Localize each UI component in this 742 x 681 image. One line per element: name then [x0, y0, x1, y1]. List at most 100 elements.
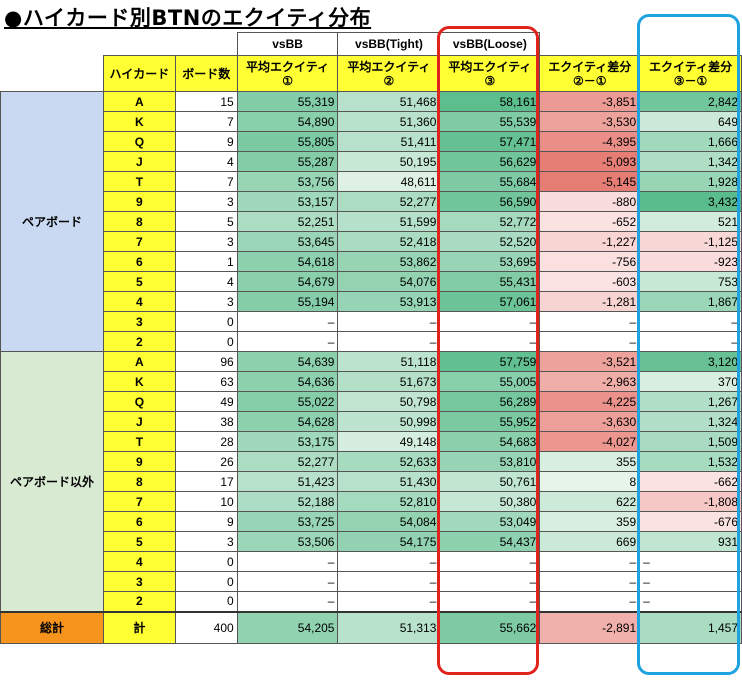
equity-cell: 55,952 [439, 411, 541, 432]
equity-cell: 52,772 [439, 211, 541, 232]
diff-cell: 1,867 [639, 291, 742, 312]
equity-cell: 54,890 [236, 111, 339, 132]
table-row: J 38 54,628 50,998 55,952 -3,630 1,324 [1, 411, 742, 432]
equity-cell: 54,639 [236, 351, 339, 372]
diff-cell: 521 [639, 211, 742, 232]
equity-cell: 55,005 [439, 371, 541, 392]
diff-cell: -880 [539, 191, 641, 212]
diff-cell: -3,630 [539, 411, 641, 432]
header-top-row: vsBB vsBB(Tight) vsBB(Loose) [1, 32, 742, 56]
board-count-cell: 15 [174, 91, 238, 112]
equity-cell: 53,506 [236, 531, 339, 552]
diff-cell: 1,342 [639, 151, 742, 172]
board-count-cell: 28 [174, 431, 238, 452]
equity-cell: 52,810 [337, 491, 441, 512]
equity-cell: 48,611 [337, 171, 441, 192]
column-header: 平均エクイティ ② [337, 55, 441, 92]
high-card-cell: A [102, 91, 176, 112]
equity-cell: – [337, 311, 441, 332]
board-count-cell: 3 [174, 531, 238, 552]
equity-cell: 50,998 [337, 411, 441, 432]
diff-cell: -4,395 [539, 131, 641, 152]
equity-cell: 57,759 [439, 351, 541, 372]
high-card-cell: 8 [102, 471, 176, 492]
table-row: Q 49 55,022 50,798 56,289 -4,225 1,267 [1, 391, 742, 412]
equity-cell: 52,277 [337, 191, 441, 212]
equity-cell: 53,695 [439, 251, 541, 272]
table-row: J 4 55,287 50,195 56,629 -5,093 1,342 [1, 151, 742, 172]
total-diff-cell: -2,891 [539, 610, 641, 644]
equity-cell: 55,805 [236, 131, 339, 152]
group-label: ペアボード [0, 91, 104, 352]
equity-cell: – [439, 571, 541, 592]
table-row: ペアボード A 15 55,319 51,468 58,161 -3,851 2,842 [0, 91, 742, 352]
equity-cell: 54,175 [337, 531, 441, 552]
total-diff-cell: 1,457 [639, 610, 742, 644]
equity-cell: 56,629 [439, 151, 541, 172]
diff-cell: 1,666 [639, 131, 742, 152]
diff-cell: 355 [539, 451, 641, 472]
high-card-cell: 3 [102, 311, 176, 332]
diff-cell: – [539, 571, 641, 592]
diff-cell: – [639, 331, 742, 352]
table-row: 3 0– – – – – [1, 571, 742, 592]
equity-cell: 53,645 [236, 231, 339, 252]
equity-cell: – [439, 551, 541, 572]
diff-cell: 1,324 [639, 411, 742, 432]
table-row: 3 0– – – – – [1, 311, 742, 332]
diff-cell: 1,928 [639, 171, 742, 192]
high-card-cell: J [102, 151, 176, 172]
equity-cell: 49,148 [337, 431, 441, 452]
diff-cell: -756 [539, 251, 641, 272]
diff-cell: 931 [639, 531, 742, 552]
diff-cell: -3,851 [539, 91, 641, 112]
header-row: ハイカード ボード数 平均エクイティ ① 平均エクイティ ② 平均エクイティ ③ エクイテ… [1, 55, 742, 92]
equity-cell: 58,161 [439, 91, 541, 112]
high-card-cell: 4 [102, 551, 176, 572]
diff-cell: -1,125 [639, 231, 742, 252]
board-count-cell: 96 [174, 351, 238, 372]
high-card-cell: 4 [102, 291, 176, 312]
board-count-cell: 10 [174, 491, 238, 512]
table-row: 4 0– – – – – [1, 551, 742, 572]
equity-cell: 54,679 [236, 271, 339, 292]
high-card-cell: 6 [102, 251, 176, 272]
table-row: 2 0– – – – – [1, 331, 742, 352]
equity-cell: 53,725 [236, 511, 339, 532]
diff-cell: -2,963 [539, 371, 641, 392]
board-count-cell: 0 [174, 331, 238, 352]
board-count-cell: 0 [174, 311, 238, 332]
equity-cell: 55,539 [439, 111, 541, 132]
total-boards-cell: 400 [174, 610, 238, 644]
equity-cell: 55,022 [236, 391, 339, 412]
column-header: 平均エクイティ ① [236, 55, 339, 92]
equity-cell: 57,061 [439, 291, 541, 312]
equity-cell: – [236, 311, 339, 332]
equity-table: vsBB vsBB(Tight) vsBB(Loose) ハイカード ボード数 平均エクイ… [0, 32, 742, 644]
diff-cell: 669 [539, 531, 641, 552]
equity-cell: 55,194 [236, 291, 339, 312]
equity-cell: 51,118 [337, 351, 441, 372]
equity-cell: 50,798 [337, 391, 441, 412]
table-row: Q 9 55,805 51,411 57,471 -4,395 1,666 [1, 131, 742, 152]
diff-cell: 622 [539, 491, 641, 512]
board-count-cell: 17 [174, 471, 238, 492]
diff-cell: 649 [639, 111, 742, 132]
opponent-header: vsBB(Tight) [337, 32, 441, 56]
equity-cell: – [439, 311, 541, 332]
high-card-cell: 3 [102, 571, 176, 592]
board-count-cell: 4 [174, 271, 238, 292]
diff-cell: -1,281 [539, 291, 641, 312]
equity-cell: 53,862 [337, 251, 441, 272]
board-count-cell: 0 [174, 591, 238, 612]
equity-cell: 54,076 [337, 271, 441, 292]
diff-cell: -652 [539, 211, 641, 232]
equity-cell: 54,618 [236, 251, 339, 272]
total-equity-cell: 55,662 [439, 610, 541, 644]
diff-cell: 1,532 [639, 451, 742, 472]
diff-cell: – [539, 591, 641, 612]
equity-cell: 54,683 [439, 431, 541, 452]
diff-cell: 359 [539, 511, 641, 532]
equity-cell: – [337, 551, 441, 572]
table-row: 5 4 54,679 54,076 55,431 -603 753 [1, 271, 742, 292]
